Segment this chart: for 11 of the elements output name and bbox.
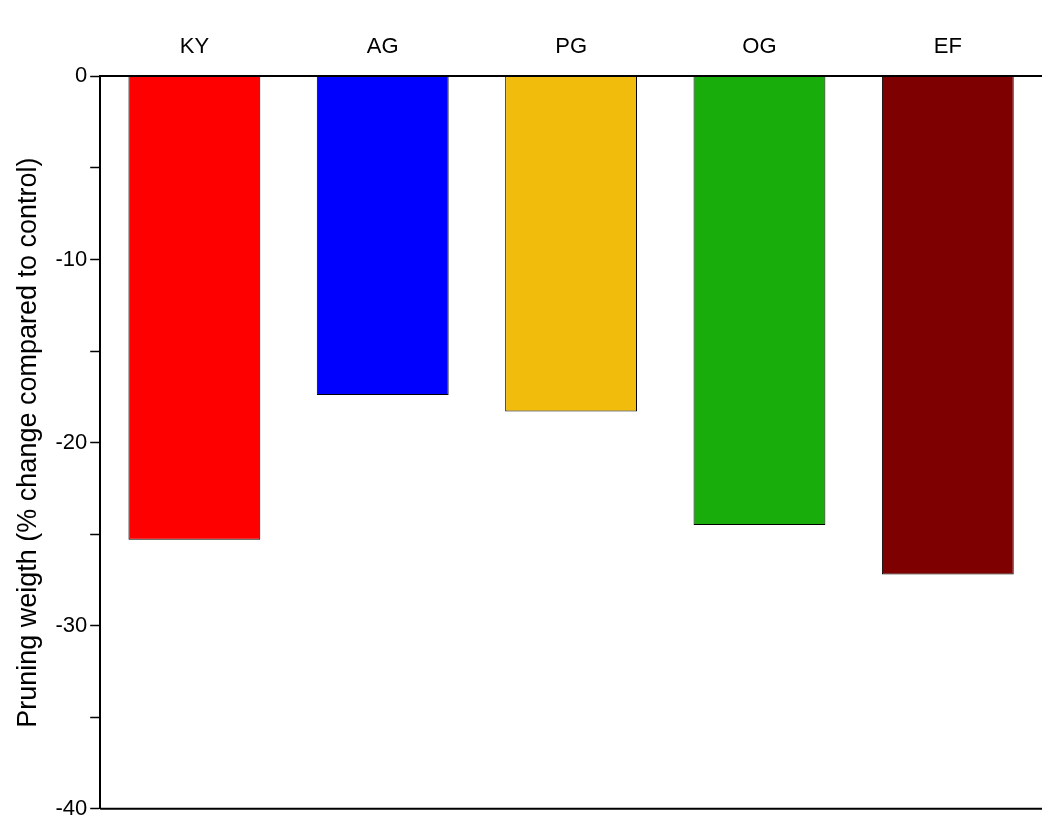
x-tick-label: PG [555,33,587,59]
y-tick-label: -40 [55,794,88,820]
y-tick-label: -10 [55,245,88,271]
x-tick-label: EF [933,33,962,59]
y-tick-label: -30 [55,611,88,637]
y-tick-label: -20 [55,428,88,454]
x-tick-label: KY [179,33,210,59]
y-axis-title: Pruning weigth (% change compared to control) [11,157,42,728]
x-tick-label: AG [366,33,399,59]
y-tick-label: 0 [74,62,88,88]
x-tick-label: OG [742,33,777,59]
